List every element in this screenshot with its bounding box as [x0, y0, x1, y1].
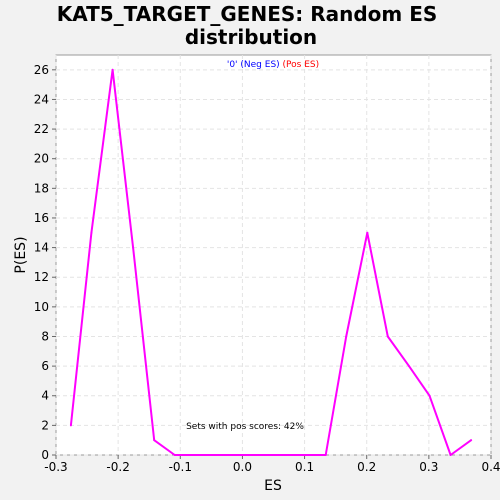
chart-title-line2: distribution	[185, 25, 317, 49]
x-axis-ticks: -0.3 -0.2 -0.1 0.0 0.1 0.2 0.3 0.4	[44, 455, 500, 474]
x-tick-label: -0.3	[44, 460, 67, 474]
data-point	[345, 335, 348, 338]
y-tick-label: 2	[41, 418, 49, 432]
data-point	[324, 454, 327, 456]
y-tick-label: 16	[34, 211, 49, 225]
data-point	[111, 68, 114, 71]
y-tick-label: 0	[41, 448, 49, 462]
y-tick-label: 8	[41, 329, 49, 343]
y-tick-label: 22	[34, 122, 49, 136]
data-point	[132, 246, 135, 249]
data-point	[153, 439, 156, 442]
data-point	[90, 231, 93, 234]
data-point	[449, 454, 452, 456]
grid	[55, 55, 492, 456]
y-tick-label: 26	[34, 63, 49, 77]
data-point	[428, 394, 431, 397]
data-point	[407, 365, 410, 368]
chart-title-line1: KAT5_TARGET_GENES: Random ES	[57, 2, 438, 26]
x-tick-label: 0.3	[419, 460, 438, 474]
legend-series-label: '0'	[227, 60, 238, 70]
y-tick-label: 20	[34, 152, 49, 166]
series-line	[69, 68, 472, 456]
data-point	[215, 454, 218, 456]
legend-pos-label: (Pos ES)	[283, 60, 320, 70]
y-tick-label: 12	[34, 270, 49, 284]
data-point	[173, 454, 176, 456]
x-tick-label: 0.2	[357, 460, 376, 474]
legend: '0' (Neg ES) (Pos ES)	[227, 60, 319, 70]
data-point	[256, 454, 259, 456]
y-tick-label: 24	[34, 92, 49, 106]
y-tick-label: 10	[34, 300, 49, 314]
pos-scores-annotation: Sets with pos scores: 42%	[186, 422, 304, 432]
x-tick-label: 0.0	[233, 460, 252, 474]
x-tick-label: -0.2	[106, 460, 129, 474]
x-tick-label: 0.1	[295, 460, 314, 474]
series-layer	[69, 68, 473, 456]
y-axis-label: P(ES)	[13, 236, 29, 273]
data-point	[278, 454, 281, 456]
y-tick-label: 6	[41, 359, 49, 373]
data-point	[194, 454, 197, 456]
x-tick-label: 0.4	[481, 460, 500, 474]
y-tick-label: 4	[41, 389, 49, 403]
data-point	[69, 424, 72, 427]
x-axis-label: ES	[264, 478, 282, 494]
data-point	[386, 335, 389, 338]
data-point	[298, 454, 301, 456]
y-tick-label: 14	[34, 241, 49, 255]
plot-area	[55, 54, 492, 456]
x-tick-label: -0.1	[169, 460, 192, 474]
data-point	[366, 231, 369, 234]
data-point	[236, 454, 239, 456]
data-point	[470, 439, 473, 442]
y-tick-label: 18	[34, 181, 49, 195]
legend-neg-label: (Neg ES)	[240, 60, 279, 70]
